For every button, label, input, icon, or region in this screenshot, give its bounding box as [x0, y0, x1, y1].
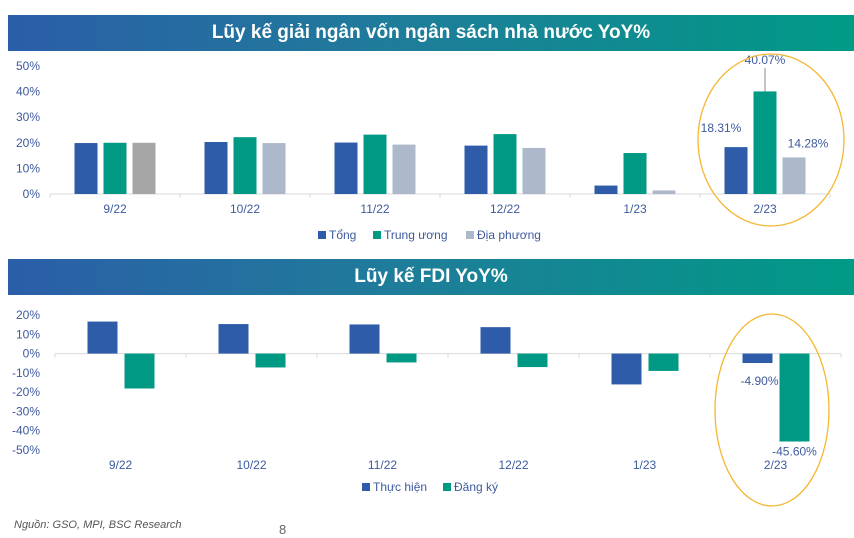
x-tick-label: 12/22: [490, 202, 520, 216]
y-tick-label: -40%: [12, 424, 40, 438]
bar-tổng: [724, 147, 748, 194]
bar-thực-hiện: [480, 327, 511, 354]
bar-tổng: [204, 142, 228, 194]
legend-label: Địa phương: [477, 228, 541, 242]
bar-tổng: [594, 185, 618, 194]
bar-tổng: [74, 143, 98, 194]
bar-đăng-ký: [779, 353, 810, 442]
bar-trung-ương: [623, 153, 647, 194]
legend-label: Thực hiện: [373, 480, 427, 494]
y-tick-label: 10%: [16, 327, 40, 341]
legend-swatch: [443, 483, 451, 491]
x-tick-label: 10/22: [230, 202, 260, 216]
bar-thực-hiện: [218, 324, 249, 354]
legend-swatch: [362, 483, 370, 491]
bar-đăng-ký: [124, 353, 155, 389]
legend-swatch: [466, 231, 474, 239]
x-tick-label: 11/22: [368, 458, 397, 472]
highlight-ellipse: [697, 53, 845, 227]
y-tick-label: 0%: [23, 187, 41, 201]
bar-địa-phương: [132, 142, 156, 194]
bar-trung-ương: [753, 91, 777, 194]
data-label: -4.90%: [740, 374, 778, 388]
bar-đăng-ký: [386, 353, 417, 363]
y-tick-label: 10%: [16, 161, 40, 175]
bar-trung-ương: [493, 134, 517, 194]
x-tick-label: 2/23: [753, 202, 777, 216]
x-tick-label: 1/23: [623, 202, 647, 216]
data-label: 18.31%: [701, 121, 742, 135]
bar-đăng-ký: [255, 353, 286, 368]
x-tick-label: 12/22: [498, 458, 528, 472]
chart-title-fdi: Lũy kế FDI YoY%: [8, 259, 854, 295]
page-number: 8: [279, 522, 287, 537]
bar-tổng: [464, 145, 488, 194]
legend-label: Tổng: [329, 228, 356, 242]
y-tick-label: -30%: [12, 404, 40, 418]
y-tick-label: 20%: [16, 136, 40, 150]
bar-thực-hiện: [349, 324, 380, 354]
x-tick-label: 2/23: [764, 458, 788, 472]
bar-trung-ương: [363, 134, 387, 194]
bar-trung-ương: [103, 142, 127, 194]
y-tick-label: 30%: [16, 110, 40, 124]
y-tick-label: 20%: [16, 308, 40, 322]
y-tick-label: 50%: [16, 59, 40, 73]
y-tick-label: -50%: [12, 443, 40, 457]
bar-địa-phương: [652, 190, 676, 194]
bar-thực-hiện: [87, 321, 118, 354]
bar-thực-hiện: [611, 353, 642, 385]
chart-title-budget: Lũy kế giải ngân vốn ngân sách nhà nước …: [8, 15, 854, 51]
bar-địa-phương: [782, 157, 806, 194]
source-note: Nguồn: GSO, MPI, BSC Research: [14, 519, 182, 531]
x-tick-label: 11/22: [360, 202, 389, 216]
legend-label: Trung ương: [384, 228, 448, 242]
y-tick-label: 0%: [23, 347, 41, 361]
highlight-ellipse: [714, 313, 830, 507]
x-tick-label: 1/23: [633, 458, 657, 472]
bar-đăng-ký: [648, 353, 679, 371]
x-tick-label: 9/22: [103, 202, 127, 216]
bar-địa-phương: [262, 143, 286, 194]
legend-swatch: [373, 231, 381, 239]
bar-tổng: [334, 142, 358, 194]
x-tick-label: 10/22: [236, 458, 266, 472]
bar-địa-phương: [522, 147, 546, 194]
data-label: 14.28%: [788, 136, 829, 150]
data-label: -45.60%: [772, 445, 817, 459]
bar-trung-ương: [233, 137, 257, 194]
y-tick-label: -20%: [12, 385, 40, 399]
y-tick-label: 40%: [16, 85, 40, 99]
legend-swatch: [318, 231, 326, 239]
legend-label: Đăng ký: [454, 480, 498, 494]
bar-đăng-ký: [517, 353, 548, 368]
bar-thực-hiện: [742, 353, 773, 364]
x-tick-label: 9/22: [109, 458, 133, 472]
bar-địa-phương: [392, 144, 416, 194]
y-tick-label: -10%: [12, 366, 40, 380]
